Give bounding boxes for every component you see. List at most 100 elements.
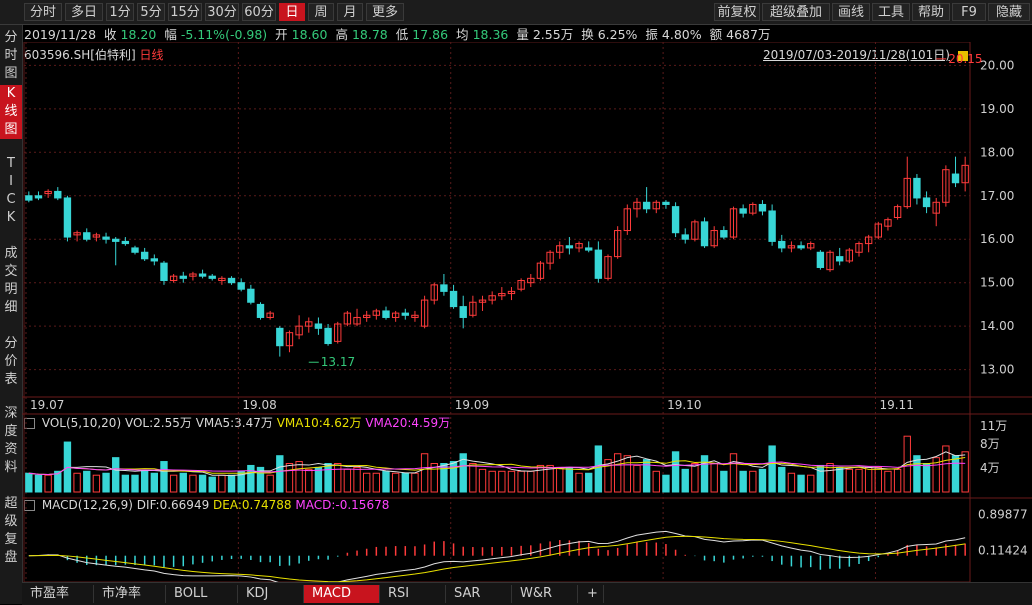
indicator-tab-7[interactable]: W&R bbox=[512, 585, 578, 603]
indicator-tab-3[interactable]: KDJ bbox=[238, 585, 304, 603]
toolbar-right-6[interactable]: 隐藏 bbox=[988, 3, 1030, 21]
indicator-tabs: 市盈率 市净率 BOLL KDJ MACD RSI SAR W&R + bbox=[22, 582, 1032, 605]
vol-bar-86 bbox=[855, 468, 863, 493]
period-tab-9[interactable]: 月 bbox=[337, 3, 363, 21]
vol-bar-24 bbox=[256, 466, 265, 493]
toolbar-right-2[interactable]: 画线 bbox=[832, 3, 870, 21]
vol-bar-73 bbox=[729, 453, 738, 493]
vol-bar-37 bbox=[382, 470, 390, 493]
vol-bar-93 bbox=[922, 463, 931, 493]
vol-bar-1 bbox=[34, 474, 43, 493]
candle-body-45 bbox=[459, 306, 467, 318]
close-value: 18.20 bbox=[120, 27, 157, 42]
candle-body-10 bbox=[121, 240, 130, 245]
candle-body-97 bbox=[961, 164, 969, 184]
macd-header: MACD(12,26,9) DIF:0.66949 DEA:0.74788 MA… bbox=[24, 498, 389, 512]
date-tick-4: 19.11 bbox=[879, 398, 913, 412]
macd-value: MACD:-0.15678 bbox=[295, 498, 390, 512]
high-value: 18.78 bbox=[351, 27, 388, 42]
toolbar-right-3[interactable]: 工具 bbox=[872, 3, 910, 21]
toolbar-right-0[interactable]: 前复权 bbox=[714, 3, 760, 21]
vma-line-2 bbox=[28, 461, 966, 476]
left-nav-item-6[interactable]: 超级复盘 bbox=[4, 496, 18, 565]
candle-body-94 bbox=[932, 201, 940, 214]
left-nav-item-0[interactable]: 分时图 bbox=[4, 30, 18, 81]
left-nav-item-4[interactable]: 分价表 bbox=[4, 336, 18, 387]
date-range: 2019/07/03-2019/11/28(101日) bbox=[763, 46, 968, 63]
candle-body-15 bbox=[169, 275, 178, 282]
macd-tick-0: 0.89877 bbox=[978, 508, 1028, 522]
vol-bar-72 bbox=[720, 470, 728, 493]
macd-title: MACD(12,26,9) bbox=[41, 498, 133, 512]
period-tab-0[interactable]: 分时 bbox=[24, 3, 62, 21]
period-tab-7[interactable]: 日 bbox=[279, 3, 305, 21]
price-tick-5: 18.00 bbox=[980, 145, 1014, 159]
period-tab-10[interactable]: 更多 bbox=[366, 3, 404, 21]
vol-bar-56 bbox=[565, 466, 574, 493]
vol-bar-29 bbox=[305, 468, 313, 493]
candle-body-72 bbox=[720, 230, 728, 238]
candle-body-71 bbox=[710, 230, 718, 247]
vol-bar-59 bbox=[594, 445, 603, 493]
candle-body-18 bbox=[198, 273, 207, 277]
indicator-tab-5[interactable]: RSI bbox=[380, 585, 446, 603]
indicator-tab-2[interactable]: BOLL bbox=[166, 585, 238, 603]
left-nav-item-5[interactable]: 深度资料 bbox=[4, 406, 18, 475]
date-tick-0: 19.07 bbox=[30, 398, 64, 412]
candle-body-68 bbox=[681, 234, 689, 240]
period-tab-1[interactable]: 多日 bbox=[65, 3, 103, 21]
period-tab-2[interactable]: 1分 bbox=[106, 3, 134, 21]
vol-bar-48 bbox=[488, 470, 496, 493]
indicator-tab-4[interactable]: MACD bbox=[304, 585, 380, 603]
candle-body-1 bbox=[34, 195, 43, 199]
candle-body-91 bbox=[903, 177, 911, 208]
vol-bar-78 bbox=[778, 466, 786, 493]
candle-body-13 bbox=[150, 258, 159, 262]
candle-body-44 bbox=[449, 290, 458, 308]
stock-name: [伯特利] bbox=[90, 48, 136, 62]
indicator-tab-6[interactable]: SAR bbox=[446, 585, 512, 603]
period-tab-6[interactable]: 60分 bbox=[242, 3, 276, 21]
vol-bar-41 bbox=[420, 453, 429, 493]
date-tick-2: 19.09 bbox=[455, 398, 489, 412]
vol-tick-0: 11万 bbox=[980, 419, 1007, 433]
period-tab-4[interactable]: 15分 bbox=[168, 3, 202, 21]
period-tab-8[interactable]: 周 bbox=[308, 3, 334, 21]
candle-body-57 bbox=[575, 243, 583, 249]
chart-period: 日线 bbox=[139, 48, 164, 62]
vol-bar-69 bbox=[691, 463, 699, 493]
indicator-tab-0[interactable]: 市盈率 bbox=[22, 585, 94, 603]
vol-bar-85 bbox=[845, 468, 854, 493]
vol-bar-10 bbox=[121, 474, 130, 493]
vma-line-1 bbox=[28, 456, 966, 476]
left-nav-item-3[interactable]: 成交明细 bbox=[4, 246, 18, 315]
candle-body-95 bbox=[942, 169, 950, 203]
vol-bar-31 bbox=[324, 463, 332, 493]
vol-bar-45 bbox=[459, 453, 467, 493]
kline-chart[interactable]: 13.00 14.00 15.00 16.00 17.00 18.00 19.00 20.00… bbox=[22, 42, 1032, 582]
period-tab-3[interactable]: 5分 bbox=[137, 3, 165, 21]
period-tab-5[interactable]: 30分 bbox=[205, 3, 239, 21]
range-toggle-icon[interactable] bbox=[957, 50, 968, 61]
date-tick-1: 19.08 bbox=[242, 398, 276, 412]
candle-body-32 bbox=[334, 323, 342, 342]
toolbar-right-4[interactable]: 帮助 bbox=[912, 3, 950, 21]
vol-bar-0 bbox=[25, 472, 33, 493]
candle-body-19 bbox=[208, 275, 216, 279]
stock-code: 603596.SH bbox=[24, 48, 91, 62]
candle-body-17 bbox=[189, 273, 197, 277]
candle-body-58 bbox=[585, 247, 593, 251]
indicator-tab-1[interactable]: 市净率 bbox=[94, 585, 166, 603]
toolbar-right-1[interactable]: 超级叠加 bbox=[762, 3, 830, 21]
vol-bar-11 bbox=[131, 474, 139, 493]
add-indicator-button[interactable]: + bbox=[582, 585, 604, 603]
vol-bar-9 bbox=[112, 457, 120, 493]
candle-body-51 bbox=[517, 280, 525, 290]
chart-header: 603596.SH[伯特利] 日线 bbox=[24, 46, 163, 63]
candle-body-56 bbox=[565, 245, 574, 249]
toolbar-right-5[interactable]: F9 bbox=[952, 3, 986, 21]
candle-body-46 bbox=[469, 301, 477, 316]
